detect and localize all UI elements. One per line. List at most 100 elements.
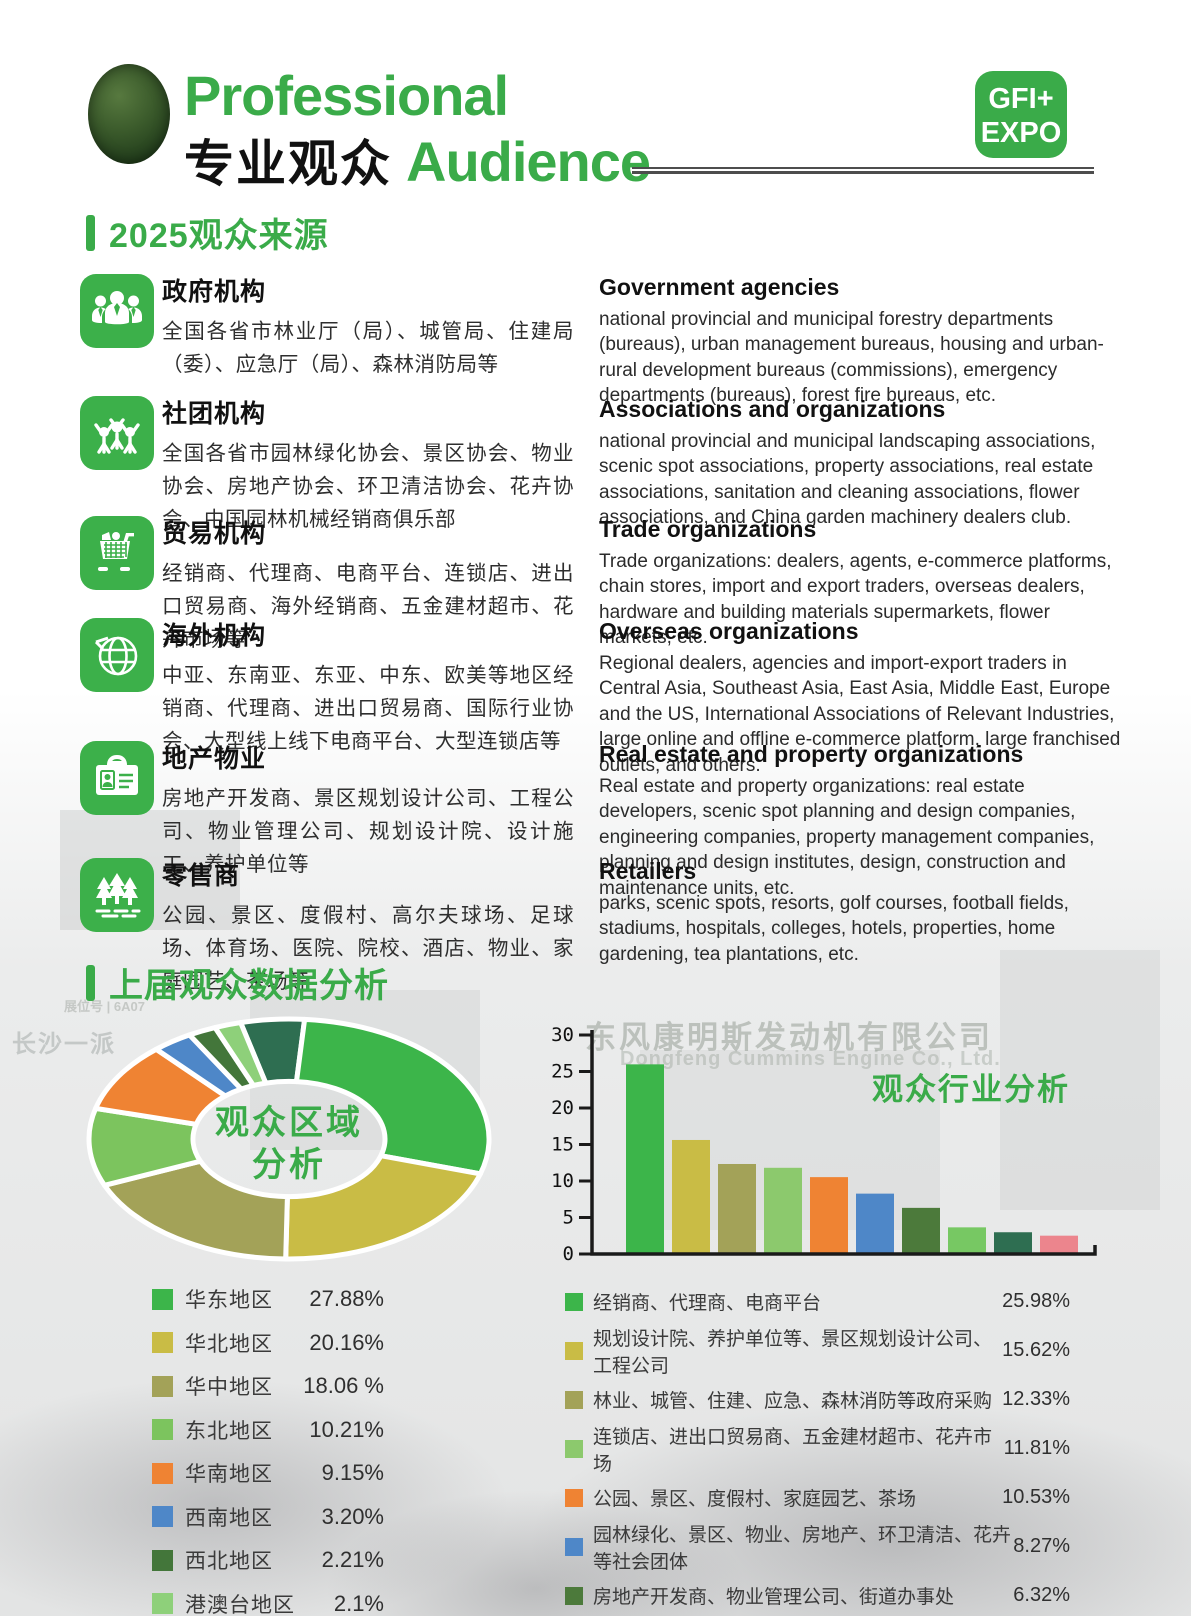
bar-y-tick-label: 10 <box>551 1170 574 1192</box>
item-title-cn: 零售商 <box>162 862 241 890</box>
item-title-cn: 政府机构 <box>162 278 267 306</box>
legend-percent: 12.33% <box>1002 1388 1070 1410</box>
bar-9 <box>994 1232 1032 1254</box>
government-group-icon <box>80 274 154 348</box>
page-title-chinese: 专业观众 <box>184 136 392 192</box>
section-bar-icon <box>86 214 95 251</box>
bar-y-tick-label: 30 <box>551 1024 574 1046</box>
section-title-visitor-data: 上届观众数据分析 <box>86 958 389 1007</box>
page-title-line2: 专业观众 Audience <box>184 124 651 196</box>
industry-legend-row: 房地产开发商、物业管理公司、街道办事处 6.32% <box>565 1582 1070 1609</box>
section-title-text: 上届观众数据分析 <box>109 967 389 1005</box>
legend-percent: 11.81% <box>1003 1437 1070 1459</box>
item-title-cn: 贸易机构 <box>162 520 267 548</box>
region-legend-row: 华东地区 27.88% <box>152 1284 384 1314</box>
legend-label: 园林绿化、景区、物业、房地产、环卫清洁、花卉等社会团体 <box>593 1524 1012 1573</box>
legend-swatch-icon <box>565 1292 583 1311</box>
industry-bar-chart: 0 5 10 15 20 25 30 <box>551 1024 1097 1265</box>
bar-y-tick-label: 25 <box>551 1061 574 1083</box>
legend-label: 经销商、代理商、电商平台 <box>593 1293 822 1314</box>
item-body-en: Trade organizations: dealers, agents, e-… <box>599 551 1112 649</box>
item-body-en: national provincial and municipal landsc… <box>599 431 1096 529</box>
shopping-cart-icon <box>80 516 154 590</box>
industry-chart-title: 观众行业分析 <box>872 1072 1070 1107</box>
item-title-en: Retailers <box>599 858 697 884</box>
region-legend-row: 华南地区 9.15% <box>152 1458 384 1488</box>
legend-swatch-icon <box>152 1419 173 1440</box>
legend-label: 华中地区 <box>185 1376 273 1399</box>
item-body-en: parks, scenic spots, resorts, golf cours… <box>599 893 1069 965</box>
legend-percent: 10.53% <box>1002 1486 1070 1508</box>
legend-percent: 2.21% <box>321 1547 384 1572</box>
bar-y-tick-label: 15 <box>551 1134 574 1156</box>
region-legend-row: 西南地区 3.20% <box>152 1502 384 1532</box>
bar-5 <box>810 1177 848 1254</box>
legend-label: 房地产开发商、物业管理公司、街道办事处 <box>593 1587 955 1608</box>
item-title-cn: 海外机构 <box>162 622 267 650</box>
badge-line2: EXPO <box>980 117 1062 150</box>
industry-legend-row: 公园、景区、度假村、家庭园艺、茶场 10.53% <box>565 1484 1070 1511</box>
header-double-rule <box>632 167 1094 174</box>
legend-percent: 25.98% <box>1002 1290 1070 1312</box>
industry-legend-row: 林业、城管、住建、应急、森林消防等政府采购 12.33% <box>565 1386 1070 1413</box>
bar-y-tick-label: 5 <box>563 1207 574 1229</box>
item-body-cn: 全国各省市林业厅（局）、城管局、住建局（委）、应急厅（局）、森林消防局等 <box>162 320 574 376</box>
item-title-cn: 地产物业 <box>162 745 267 773</box>
legend-label: 西北地区 <box>185 1550 273 1573</box>
legend-label: 西南地区 <box>185 1506 273 1530</box>
section-title-audience-sources: 2025观众来源 <box>86 208 329 257</box>
page-title-english-2: Audience <box>406 130 651 193</box>
item-body-cn: 经销商、代理商、电商平台、连锁店、进出口贸易商、海外经销商、五金建材超市、花卉市… <box>162 562 574 651</box>
bar-1 <box>626 1064 664 1254</box>
pie-center-label: 分析 <box>252 1146 326 1184</box>
legend-label: 港澳台地区 <box>185 1593 295 1616</box>
bar-6 <box>856 1193 894 1254</box>
legend-swatch-icon <box>152 1332 173 1353</box>
bar-8 <box>948 1227 986 1254</box>
legend-swatch-icon <box>152 1375 173 1397</box>
page-title-english-1: Professional <box>184 64 509 127</box>
park-trees-icon <box>80 858 154 932</box>
legend-percent: 2.1% <box>333 1590 384 1616</box>
badge-line1: GFI+ <box>988 83 1054 115</box>
moss-ball-logo <box>88 64 170 164</box>
globe-icon <box>80 618 154 692</box>
section-bar-icon <box>86 964 95 1001</box>
legend-percent: 15.62% <box>1002 1339 1070 1361</box>
legend-percent: 27.88% <box>309 1286 384 1311</box>
legend-percent: 10.21% <box>309 1416 384 1442</box>
legend-label: 东北地区 <box>185 1419 273 1443</box>
bar-y-tick-label: 0 <box>563 1243 574 1265</box>
legend-label: 林业、城管、住建、应急、森林消防等政府采购 <box>593 1391 993 1412</box>
industry-legend-row: 连锁店、进出口贸易商、五金建材超市、花卉市场 11.81% <box>565 1422 1070 1476</box>
legend-swatch-icon <box>565 1586 583 1605</box>
legend-swatch-icon <box>565 1439 583 1458</box>
item-title-en: Overseas organizations <box>599 618 859 644</box>
pie-center-label: 观众区域 <box>215 1104 363 1142</box>
item-body-en: national provincial and municipal forest… <box>599 309 1104 407</box>
legend-swatch-icon <box>565 1390 583 1409</box>
region-pie-legend: 华东地区 27.88% 华北地区 20.16% 华中地区 18.06 % 东北地区 10.21… <box>152 1284 384 1616</box>
industry-legend-row: 园林绿化、景区、物业、房地产、环卫清洁、花卉等社会团体 8.27% <box>565 1520 1070 1574</box>
region-legend-row: 华北地区 20.16% <box>152 1328 384 1358</box>
legend-swatch-icon <box>152 1593 173 1614</box>
legend-swatch-icon <box>152 1506 173 1527</box>
association-crowd-icon <box>80 396 154 470</box>
legend-label: 华南地区 <box>185 1463 273 1486</box>
bar-y-tick-label: 20 <box>551 1097 574 1119</box>
legend-swatch-icon <box>565 1488 583 1507</box>
legend-percent: 6.32% <box>1013 1584 1070 1606</box>
item-title-en: Government agencies <box>599 274 840 300</box>
item-title-en: Real estate and property organizations <box>599 741 1024 767</box>
legend-percent: 20.16% <box>309 1329 384 1355</box>
id-badge-icon <box>80 741 154 815</box>
legend-label: 规划设计院、养护单位等、景区规划设计公司、工程公司 <box>593 1328 993 1377</box>
industry-legend-row: 规划设计院、养护单位等、景区规划设计公司、工程公司 15.62% <box>565 1324 1070 1378</box>
legend-label: 华东地区 <box>185 1289 273 1312</box>
industry-legend-row: 经销商、代理商、电商平台 25.98% <box>565 1288 1070 1315</box>
legend-label: 华北地区 <box>185 1332 273 1356</box>
legend-swatch-icon <box>152 1288 173 1310</box>
legend-swatch-icon <box>152 1462 173 1484</box>
